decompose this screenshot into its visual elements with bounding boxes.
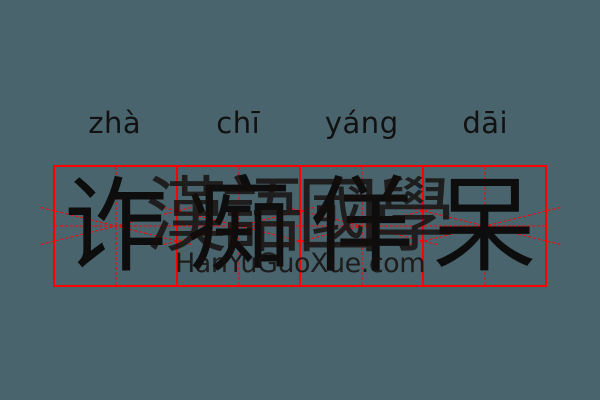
mizige-cell-1: 诈 <box>40 165 191 287</box>
pinyin-label-2: chī <box>216 105 261 140</box>
hanzi-character-1: 诈 <box>63 165 168 287</box>
hanzi-character-4: 呆 <box>432 165 537 287</box>
pinyin-row: zhà chī yáng dāi <box>53 100 547 146</box>
pinyin-cell: zhà <box>53 100 177 146</box>
pinyin-cell: yáng <box>300 100 424 146</box>
mizige-cell-2: 痴 <box>163 165 314 287</box>
pinyin-label-1: zhà <box>88 105 142 140</box>
hanzi-character-3: 佯 <box>309 165 414 287</box>
pinyin-label-4: dāi <box>462 105 509 140</box>
hanzi-character-2: 痴 <box>186 165 291 287</box>
pinyin-cell: dāi <box>424 100 548 146</box>
pinyin-label-3: yáng <box>324 105 399 140</box>
pinyin-cell: chī <box>177 100 301 146</box>
mizige-cell-4: 呆 <box>409 165 560 287</box>
mizige-cell-3: 佯 <box>286 165 437 287</box>
mizige-grid: 诈 痴 佯 呆 <box>40 165 560 287</box>
